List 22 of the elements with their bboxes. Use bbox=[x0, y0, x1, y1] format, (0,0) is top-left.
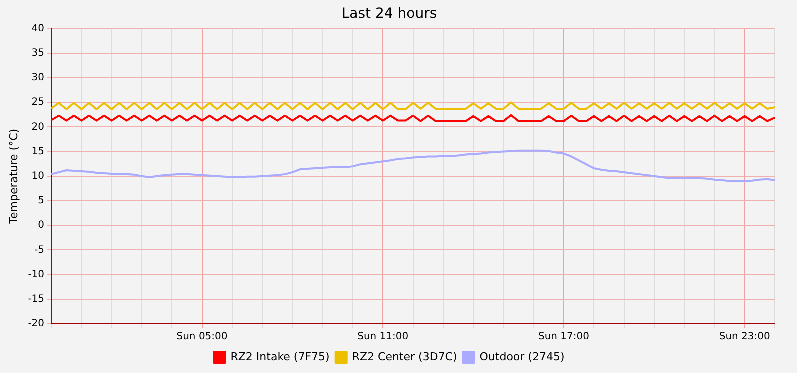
y-tick-label: 10 bbox=[32, 170, 45, 182]
legend-label: RZ2 Intake (7F75) bbox=[230, 350, 330, 364]
y-axis-title: Temperature (°C) bbox=[7, 128, 20, 225]
x-tick-label: Sun 11:00 bbox=[358, 332, 409, 343]
y-tick-label: 35 bbox=[32, 48, 45, 59]
y-tick-label: -5 bbox=[34, 244, 45, 256]
y-tick-label: 0 bbox=[38, 220, 45, 232]
x-tick-label: Sun 17:00 bbox=[538, 332, 590, 343]
y-tick-label: 15 bbox=[32, 146, 45, 158]
y-tick-label: 30 bbox=[32, 72, 45, 84]
legend-label: RZ2 Center (3D7C) bbox=[352, 350, 458, 364]
y-tick-label: 5 bbox=[38, 196, 45, 207]
y-tick-label: 40 bbox=[32, 23, 45, 34]
y-tick-label: 20 bbox=[32, 122, 45, 133]
x-tick-label: Sun 23:00 bbox=[719, 332, 770, 343]
chart-title: Last 24 hours bbox=[342, 6, 438, 22]
y-tick-label: -20 bbox=[28, 318, 45, 330]
x-tick-label: Sun 05:00 bbox=[176, 332, 228, 343]
legend-label: Outdoor (2745) bbox=[480, 350, 565, 364]
y-tick-label: -10 bbox=[28, 269, 45, 280]
y-tick-label: -15 bbox=[28, 294, 45, 305]
y-tick-label: 25 bbox=[32, 97, 45, 108]
